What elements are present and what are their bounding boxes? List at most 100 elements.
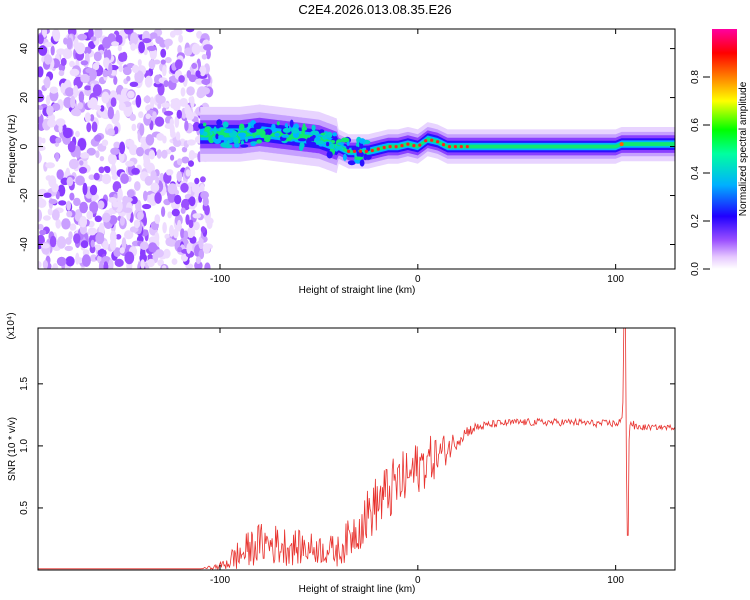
spectrogram-noise-cell [160,59,166,65]
spectrogram-y-tick-label: -20 [19,188,30,203]
snr-ticks: -100 0 100 0.5 1.0 1.5 [19,328,675,586]
spectrogram-noise-cell [102,240,109,251]
spectrogram-noise-cell [179,99,188,107]
spectrogram-noise-cell [180,228,185,239]
spectrogram-peak [453,145,457,149]
spectrogram-noise-cell [88,174,96,180]
spectrogram-noise-cell [80,60,89,66]
snr-y-tick-label: 1.0 [19,439,30,453]
spectrogram-noise-cell [45,162,55,169]
spectrogram-noise-cell [167,183,178,195]
spectrogram-noise-cell [118,102,126,111]
spectrogram-y-tick-label: -40 [19,237,30,252]
spectrogram-noise-cell [206,219,213,230]
spectrogram-signal-blob [302,123,306,130]
spectrogram-noise-cell [90,239,95,248]
spectrogram-noise-cell [84,112,91,123]
spectrogram-noise-cell [101,91,110,104]
snr-y-multiplier: (x10⁴) [6,312,17,339]
spectrogram-peak [406,142,410,146]
spectrogram-signal-blob [281,134,290,138]
spectrogram-noise-cell [79,160,84,166]
spectrogram-peak [412,144,416,148]
spectrogram-noise-cell [62,127,73,139]
spectrogram-noise-cell [113,141,121,149]
spectrogram-noise-cell [163,248,171,259]
spectrogram-noise-cell [86,122,92,133]
spectrogram-signal-blob [346,145,350,150]
spectrogram-noise-cell [89,254,98,262]
spectrogram-noise-cell [186,70,192,79]
spectrogram-noise-cell [130,196,138,205]
spectrogram-noise-cell [131,123,137,132]
spectrogram-noise-cell [101,173,112,185]
spectrogram-noise-cell [163,110,174,116]
spectrogram-signal-blob [332,132,337,137]
spectrogram-noise-cell [185,111,195,121]
spectrogram-signal-blob [289,119,294,128]
spectrogram-noise-cell [98,261,104,269]
spectrogram-noise-cell [126,189,135,198]
spectrogram-noise-cell [134,181,141,191]
spectrogram-noise-cell [188,219,194,229]
spectrogram-noise-cell [83,46,92,55]
spectrogram-noise-cell [178,75,185,83]
spectrogram-noise-cell [126,75,131,82]
spectrogram-noise-cell [38,105,44,111]
spectrogram-noise-cell [200,226,206,234]
spectrogram-noise-cell [50,45,55,56]
spectrogram-noise-cell [51,183,59,193]
spectrogram-noise-cell [173,228,179,239]
spectrogram-noise-cell [65,167,71,178]
spectrogram-noise-cell [143,215,147,227]
spectrogram-noise-cell [118,64,123,73]
spectrogram-noise-cell [162,135,167,144]
spectrogram-noise-cell [121,237,127,251]
spectrogram-signal-blob [363,153,368,161]
spectrogram-noise-cell [75,175,85,186]
spectrogram-noise-cell [164,57,172,64]
spectrogram-signal-blob [250,142,256,147]
spectrogram-ticks: -100 0 100 -40 -20 0 20 40 [19,29,675,285]
spectrogram-noise-cell [147,258,155,268]
spectrogram-noise-cell [180,87,186,97]
spectrogram-peak [418,143,422,147]
spectrogram-noise-cell [44,42,54,48]
spectrogram-noise-cell [90,97,98,108]
spectrogram-signal-blob [240,144,249,148]
spectrogram-noise-cell [42,29,47,38]
spectrogram-signal-blob [329,143,335,149]
spectrogram-noise-cell [48,198,58,205]
spectrogram-signal-blob [244,136,249,143]
spectrogram-noise-cell [77,102,84,110]
spectrogram-noise-cell [51,102,61,112]
spectrogram-noise-cell [154,116,165,127]
spectrogram-noise-cell [111,174,118,181]
spectrogram-signal-blob [315,140,325,145]
spectrogram-noise-cell [95,150,100,158]
spectrogram-noise-cell [134,70,144,84]
spectrogram-noise-cell [44,54,52,65]
colorbar-tick-label: 0.8 [690,70,701,84]
spectrogram-noise-cell [149,32,158,39]
spectrogram-noise-cell [180,182,189,193]
spectrogram-noise-cell [152,111,157,119]
spectrogram-noise-cell [68,231,73,240]
spectrogram-noise-cell [109,215,118,225]
spectrogram-signal-blob [299,142,305,149]
colorbar-gradient [712,29,737,269]
spectrogram-noise-cell [115,234,122,240]
spectrogram-noise-cell [188,160,194,167]
spectrogram-noise-cell [92,62,100,71]
spectrogram-noise-cell [143,95,151,103]
spectrogram-noise-cell [143,156,151,167]
spectrogram-noise-cell [92,84,102,97]
spectrogram-noise-cell [191,63,198,69]
spectrogram-noise-cell [115,34,123,43]
spectrogram-noise-cell [41,243,50,249]
spectrogram-noise-cell [181,146,188,153]
spectrogram-noise-cell [77,33,88,41]
colorbar-label: Normalized spectral amplitude [738,81,749,216]
spectrogram-noise-cell [51,209,60,221]
